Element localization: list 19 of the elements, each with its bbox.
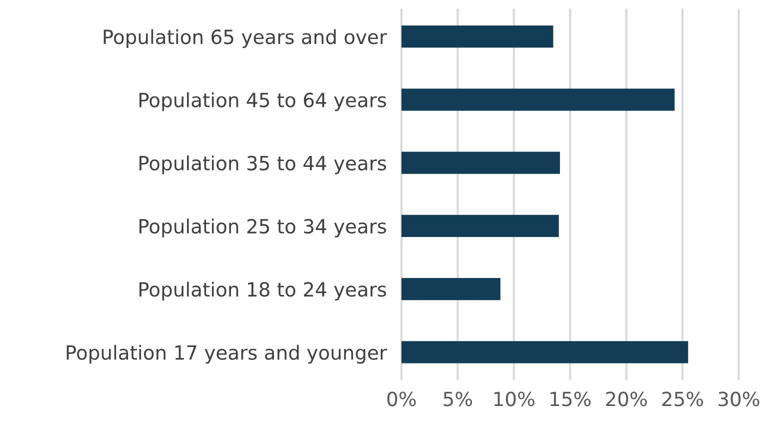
y-tick-label: Population 25 to 34 years bbox=[140, 218, 386, 238]
y-tick-label: Population 65 years and over bbox=[104, 29, 387, 48]
x-tick-label: 25% bbox=[662, 392, 704, 406]
x-tick-label: 20% bbox=[606, 392, 647, 406]
x-tick-label: 30% bbox=[718, 392, 760, 406]
bar bbox=[401, 152, 560, 174]
x-tick-label: 10% bbox=[494, 392, 534, 406]
bar bbox=[401, 214, 559, 238]
y-tick-label: Population 35 to 44 years bbox=[140, 155, 386, 174]
x-tick-label: 5% bbox=[444, 392, 472, 406]
bar bbox=[401, 26, 554, 48]
y-tick-label: Population 18 to 24 years bbox=[140, 282, 386, 301]
y-tick-label: Population 17 years and younger bbox=[66, 344, 387, 364]
bar bbox=[401, 278, 500, 300]
bar bbox=[401, 341, 688, 364]
x-tick-label: 0% bbox=[387, 392, 416, 406]
x-tick-label: 15% bbox=[550, 392, 591, 406]
y-tick-label: Population 45 to 64 years bbox=[140, 92, 386, 112]
bar bbox=[401, 88, 675, 111]
